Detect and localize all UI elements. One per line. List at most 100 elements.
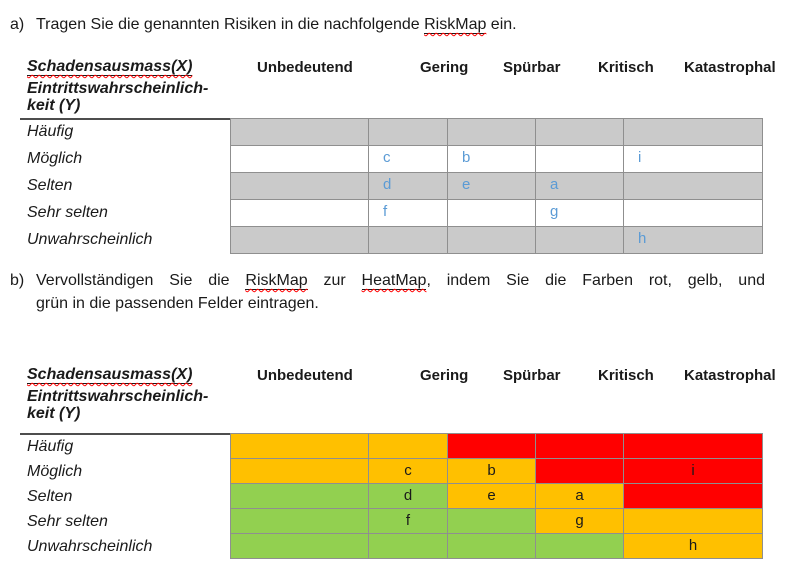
task-a-text-part1: Tragen Sie die genannten Risiken in die … bbox=[36, 16, 425, 33]
heatmap-cell[interactable]: h bbox=[624, 534, 762, 558]
column-header-spuerbar: Spürbar bbox=[503, 367, 561, 384]
heatmap-cell[interactable] bbox=[231, 484, 368, 508]
heatmap-cell[interactable]: d bbox=[369, 484, 447, 508]
column-header-gering: Gering bbox=[420, 59, 469, 76]
misspelled-word-schadensausmass: Schadensausmass(X) bbox=[27, 58, 193, 76]
riskmap-cell[interactable] bbox=[231, 173, 368, 199]
task-a-text-part2: ein. bbox=[486, 16, 517, 33]
riskmap-cell[interactable] bbox=[448, 227, 535, 253]
riskmap-cell[interactable] bbox=[369, 227, 447, 253]
riskmap-cell[interactable] bbox=[369, 119, 447, 145]
heatmap-table: Schadensausmass(X) Unbedeutend Gering Sp… bbox=[20, 364, 776, 564]
row-label-haeufig: Häufig bbox=[27, 123, 74, 140]
heatmap-cell[interactable] bbox=[536, 534, 623, 558]
task-a-text: Tragen Sie die genannten Risiken in die … bbox=[36, 13, 517, 36]
row-label-sehr-selten: Sehr selten bbox=[27, 204, 108, 221]
row-label-haeufig: Häufig bbox=[27, 438, 74, 455]
column-header-spuerbar: Spürbar bbox=[503, 59, 561, 76]
heatmap-cell[interactable] bbox=[536, 434, 623, 458]
riskmap-cell[interactable] bbox=[448, 200, 535, 226]
heatmap-cell[interactable]: e bbox=[448, 484, 535, 508]
task-a-marker: a) bbox=[10, 16, 25, 33]
y-axis-label-line2: keit (Y) bbox=[27, 405, 81, 422]
riskmap-cell[interactable]: c bbox=[369, 146, 447, 172]
riskmap-table: Schadensausmass(X) Unbedeutend Gering Sp… bbox=[20, 56, 776, 256]
column-header-kritisch: Kritisch bbox=[598, 367, 654, 384]
heatmap-cell[interactable] bbox=[231, 434, 368, 458]
misspelled-word-riskmap: RiskMap bbox=[424, 16, 487, 34]
heatmap-cell[interactable]: i bbox=[624, 459, 762, 483]
row-label-selten: Selten bbox=[27, 177, 73, 194]
riskmap-cell[interactable] bbox=[624, 200, 762, 226]
task-b-text: Vervollständigen Sie die RiskMap zur Hea… bbox=[36, 269, 765, 315]
heatmap-cell[interactable] bbox=[231, 534, 368, 558]
heatmap-cell[interactable] bbox=[231, 459, 368, 483]
riskmap-cell[interactable]: d bbox=[369, 173, 447, 199]
heatmap-cell[interactable]: c bbox=[369, 459, 447, 483]
riskmap-grid: c b i d e a f g h bbox=[230, 118, 763, 254]
heatmap-cell[interactable]: a bbox=[536, 484, 623, 508]
heatmap-cell[interactable]: f bbox=[369, 509, 447, 533]
heatmap-grid: c b i d e a f g h bbox=[230, 433, 763, 559]
y-axis-label-line1: Eintrittswahrscheinlich- bbox=[27, 388, 209, 405]
task-b-marker: b) bbox=[10, 272, 25, 289]
riskmap-cell[interactable]: g bbox=[536, 200, 623, 226]
riskmap-cell[interactable]: i bbox=[624, 146, 762, 172]
task-b-text-part2: zur bbox=[307, 272, 362, 289]
heatmap-cell[interactable] bbox=[369, 534, 447, 558]
heatmap-cell[interactable] bbox=[624, 509, 762, 533]
riskmap-cell[interactable]: e bbox=[448, 173, 535, 199]
riskmap-cell[interactable] bbox=[536, 227, 623, 253]
task-b-line1: Vervollständigen Sie die RiskMap zur Hea… bbox=[36, 269, 765, 292]
riskmap-cell[interactable] bbox=[536, 146, 623, 172]
misspelled-word-riskmap-b: RiskMap bbox=[245, 272, 308, 290]
task-b-text-part3: , indem Sie die Farben rot, gelb, und bbox=[426, 272, 765, 289]
column-header-katastrophal: Katastrophal bbox=[684, 367, 776, 384]
misspelled-word-schadensausmass-b: Schadensausmass(X) bbox=[27, 366, 193, 384]
task-b: b) Vervollständigen Sie die RiskMap zur … bbox=[10, 269, 765, 315]
task-b-text-part1: Vervollständigen Sie die bbox=[36, 272, 246, 289]
heatmap-cell[interactable] bbox=[448, 509, 535, 533]
column-header-gering: Gering bbox=[420, 367, 469, 384]
riskmap-cell[interactable] bbox=[231, 227, 368, 253]
heatmap-cell[interactable] bbox=[536, 459, 623, 483]
riskmap-cell[interactable]: b bbox=[448, 146, 535, 172]
row-label-moeglich: Möglich bbox=[27, 150, 83, 167]
heatmap-cell[interactable] bbox=[624, 434, 762, 458]
row-label-moeglich: Möglich bbox=[27, 463, 83, 480]
column-header-unbedeutend: Unbedeutend bbox=[257, 367, 353, 384]
task-a: a) Tragen Sie die genannten Risiken in d… bbox=[10, 13, 517, 36]
heatmap-cell[interactable]: b bbox=[448, 459, 535, 483]
misspelled-word-heatmap: HeatMap bbox=[361, 272, 427, 290]
column-header-katastrophal: Katastrophal bbox=[684, 59, 776, 76]
row-label-unwahrscheinlich: Unwahrscheinlich bbox=[27, 538, 153, 555]
column-header-kritisch: Kritisch bbox=[598, 59, 654, 76]
riskmap-cell[interactable] bbox=[231, 200, 368, 226]
row-label-selten: Selten bbox=[27, 488, 73, 505]
riskmap-cell[interactable] bbox=[536, 119, 623, 145]
row-label-unwahrscheinlich: Unwahrscheinlich bbox=[27, 231, 153, 248]
task-b-line2: grün in die passenden Felder eintragen. bbox=[36, 295, 319, 312]
heatmap-cell[interactable] bbox=[624, 484, 762, 508]
riskmap-cell[interactable] bbox=[231, 146, 368, 172]
riskmap-cell[interactable] bbox=[624, 119, 762, 145]
riskmap-cell[interactable]: a bbox=[536, 173, 623, 199]
heatmap-cell[interactable] bbox=[448, 534, 535, 558]
heatmap-cell[interactable]: g bbox=[536, 509, 623, 533]
riskmap-cell[interactable] bbox=[231, 119, 368, 145]
y-axis-label-line2: keit (Y) bbox=[27, 97, 81, 114]
riskmap-row-labels: Häufig Möglich Selten Sehr selten Unwahr… bbox=[20, 118, 230, 255]
riskmap-cell[interactable] bbox=[624, 173, 762, 199]
riskmap-cell[interactable]: h bbox=[624, 227, 762, 253]
x-axis-label: Schadensausmass(X) bbox=[27, 366, 193, 384]
x-axis-label: Schadensausmass(X) bbox=[27, 58, 193, 76]
riskmap-cell[interactable]: f bbox=[369, 200, 447, 226]
heatmap-cell[interactable] bbox=[231, 509, 368, 533]
y-axis-label-line1: Eintrittswahrscheinlich- bbox=[27, 80, 209, 97]
riskmap-cell[interactable] bbox=[448, 119, 535, 145]
heatmap-cell[interactable] bbox=[369, 434, 447, 458]
row-label-sehr-selten: Sehr selten bbox=[27, 513, 108, 530]
heatmap-row-labels: Häufig Möglich Selten Sehr selten Unwahr… bbox=[20, 433, 230, 560]
heatmap-cell[interactable] bbox=[448, 434, 535, 458]
